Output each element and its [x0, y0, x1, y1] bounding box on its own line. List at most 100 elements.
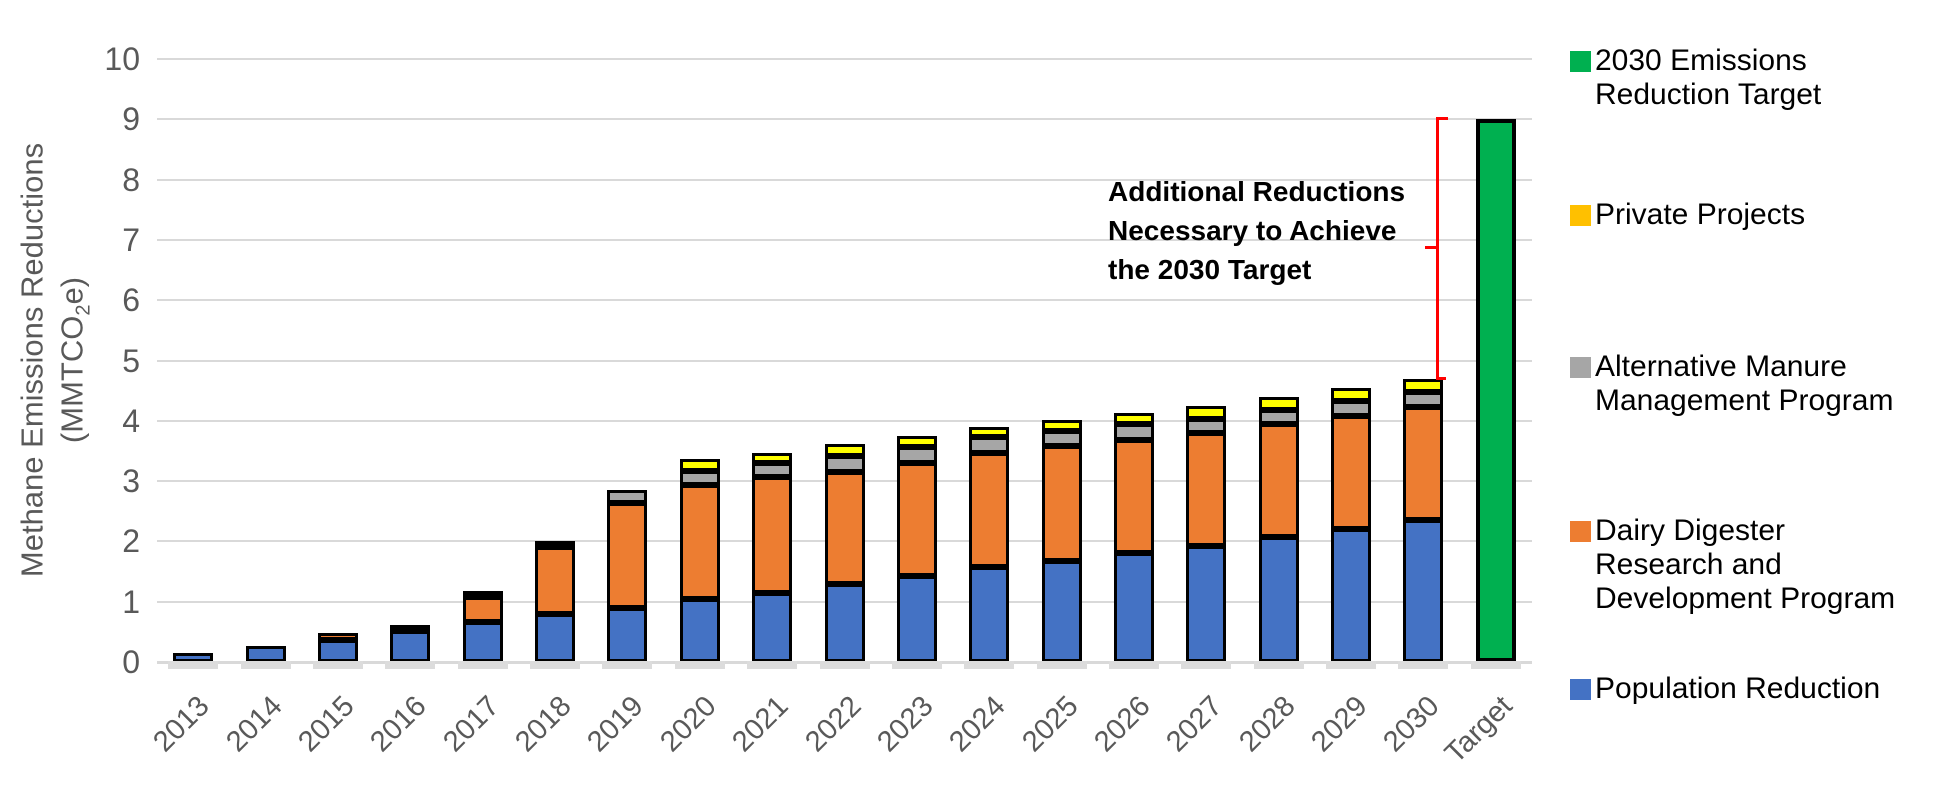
bar-2014: [246, 646, 286, 662]
segment-dairy-digester: [607, 503, 647, 608]
segment-population-reduction: [246, 646, 286, 662]
bar-2026: [1114, 412, 1154, 662]
segment-population-reduction: [463, 622, 503, 662]
segment-dairy-digester: [535, 547, 575, 614]
legend-item-2030-emissions: 2030 Emissions Reduction Target: [1570, 44, 1821, 112]
segment-alternative-manure: [607, 490, 647, 503]
segment-alternative-manure: [752, 463, 792, 477]
bar-2018: [535, 541, 575, 662]
segment-population-reduction: [1259, 537, 1299, 662]
legend-swatch: [1570, 205, 1591, 226]
segment-dairy-digester: [463, 597, 503, 622]
segment-population-reduction: [390, 631, 430, 662]
gridline-y5: [157, 359, 1532, 362]
axis-tick-stub: [1109, 661, 1159, 669]
legend-label: Alternative Manure Management Program: [1595, 350, 1894, 417]
segment-dairy-digester: [1042, 446, 1082, 561]
segment-private-projects: [1186, 406, 1226, 419]
axis-tick-stub: [892, 661, 942, 669]
segment-dairy-digester: [1259, 424, 1299, 537]
segment-alternative-manure: [897, 447, 937, 463]
y-tick-label-6: 6: [122, 282, 140, 319]
legend-swatch: [1570, 357, 1591, 378]
bar-2027: [1186, 405, 1226, 662]
axis-tick-stub: [530, 661, 580, 669]
legend-item-dairy-digester: Dairy Digester Research and Development …: [1570, 514, 1895, 616]
legend-swatch: [1570, 521, 1591, 542]
segment-dairy-digester: [680, 485, 720, 599]
y-tick-label-0: 0: [122, 644, 140, 680]
subscript-2: 2: [72, 304, 95, 316]
segment-dairy-digester: [1331, 416, 1371, 529]
bar-2022: [825, 444, 865, 662]
segment-alternative-manure: [535, 541, 575, 547]
segment-population-reduction: [173, 653, 213, 662]
legend-label: Population Reduction: [1595, 672, 1881, 705]
segment-dairy-digester: [825, 472, 865, 584]
red-brace-bottom-hook: [1436, 377, 1446, 380]
y-tick-label-5: 5: [122, 342, 140, 379]
axis-tick-stub: [1471, 661, 1521, 669]
segment-dairy-digester: [1114, 440, 1154, 553]
legend-item-population-reduction: Population Reduction: [1570, 672, 1880, 706]
bar-2013: [173, 653, 213, 662]
gridline-y6: [157, 299, 1532, 302]
segment-dairy-digester: [969, 453, 1009, 567]
axis-tick-stub: [313, 661, 363, 669]
legend-swatch: [1570, 51, 1591, 72]
y-axis-title: Methane Emissions Reductions (MMTCO2e): [13, 143, 104, 577]
axis-tick-stub: [602, 661, 652, 669]
segment-population-reduction: [969, 567, 1009, 662]
bar-2030: [1403, 379, 1443, 662]
segment-alternative-manure: [1114, 424, 1154, 440]
legend-item-private-projects: Private Projects: [1570, 198, 1805, 232]
legend-label: 2030 Emissions Reduction Target: [1595, 44, 1822, 111]
red-brace-line: [1436, 117, 1439, 380]
axis-tick-stub: [747, 661, 797, 669]
segment-alternative-manure: [463, 591, 503, 597]
gridline-y4: [157, 419, 1532, 422]
axis-tick-stub: [1037, 661, 1087, 669]
segment-dairy-digester: [752, 477, 792, 593]
bar-target: [1476, 119, 1516, 662]
y-tick-label-10: 10: [104, 41, 140, 77]
gridline-y10: [157, 58, 1532, 60]
y-axis-title-line2: (MMTCO2e): [54, 276, 95, 444]
segment-alternative-manure: [1186, 419, 1226, 433]
legend-swatch: [1570, 679, 1591, 700]
segment-private-projects: [1042, 420, 1082, 431]
segment-dairy-digester: [318, 633, 358, 640]
y-axis-title-line1: Methane Emissions Reductions: [14, 142, 50, 578]
segment-population-reduction: [1042, 561, 1082, 662]
segment-alternative-manure: [1331, 401, 1371, 416]
axis-tick-stub: [964, 661, 1014, 669]
annotation-additional-reductions: Additional Reductions Necessary to Achie…: [1108, 176, 1406, 285]
segment-alternative-manure: [1403, 392, 1443, 407]
segment-alternative-manure: [680, 471, 720, 485]
segment-private-projects: [825, 444, 865, 456]
legend-label: Private Projects: [1595, 198, 1806, 231]
bar-2025: [1042, 420, 1082, 662]
y-tick-label-9: 9: [122, 101, 140, 138]
gridline-y7: [157, 238, 1532, 241]
segment-dairy-digester: [897, 463, 937, 576]
segment-dairy-digester: [1403, 407, 1443, 520]
segment-alternative-manure: [969, 437, 1009, 453]
segment-2030-emissions: [1476, 119, 1516, 662]
segment-population-reduction: [318, 640, 358, 662]
segment-population-reduction: [607, 608, 647, 662]
legend-label: Dairy Digester Research and Development …: [1595, 514, 1896, 615]
segment-private-projects: [1114, 413, 1154, 424]
segment-population-reduction: [897, 576, 937, 662]
gridline-y8: [157, 178, 1532, 181]
axis-tick-stub: [168, 661, 218, 669]
bar-2017: [463, 591, 503, 662]
segment-private-projects: [1403, 379, 1443, 392]
segment-population-reduction: [1114, 553, 1154, 662]
segment-alternative-manure: [1042, 431, 1082, 446]
segment-private-projects: [969, 427, 1009, 437]
bar-2016: [390, 625, 430, 662]
segment-population-reduction: [1403, 520, 1443, 662]
segment-dairy-digester: [390, 625, 430, 631]
segment-population-reduction: [535, 614, 575, 662]
